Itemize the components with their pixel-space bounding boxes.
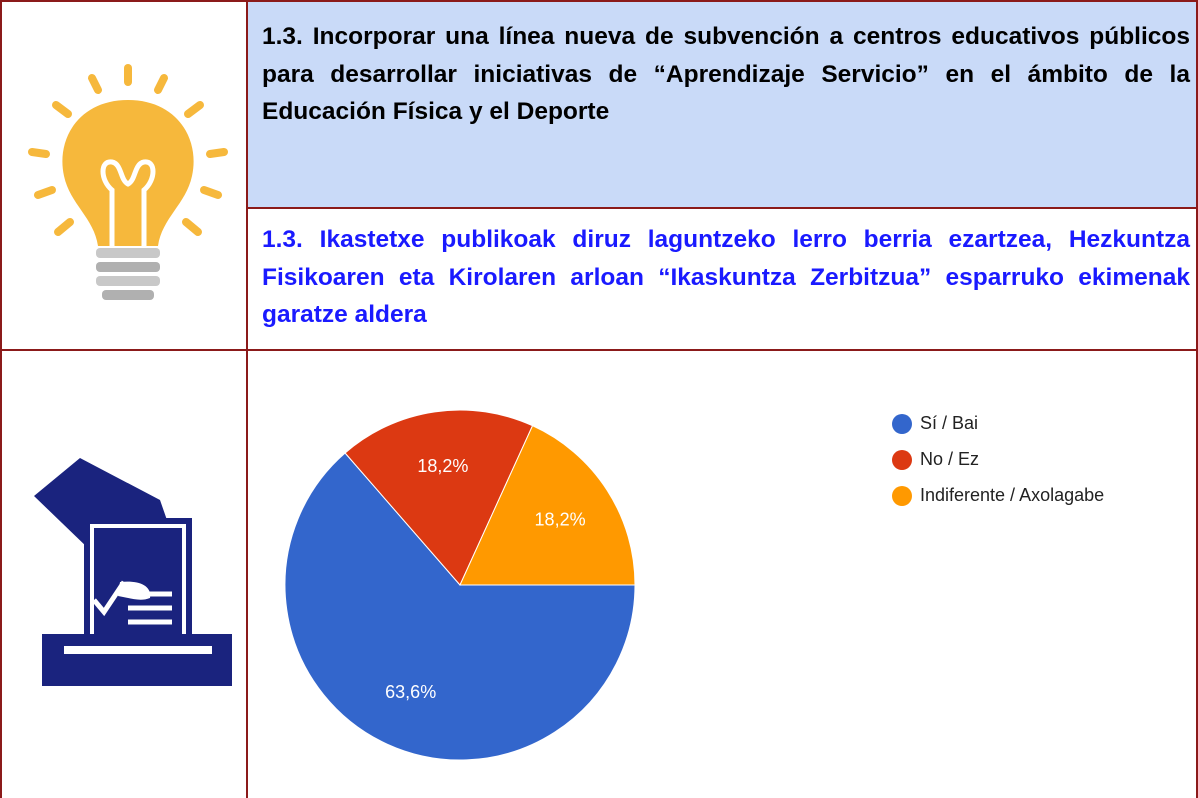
slice-label: 18,2%	[417, 456, 468, 476]
legend-label: Sí / Bai	[920, 413, 978, 433]
pie-slice	[459, 425, 636, 586]
pie-slice	[344, 409, 534, 586]
legend-marker	[892, 450, 912, 470]
row-divider	[0, 349, 1198, 351]
title-es: 1.3. Incorporar una línea nueva de subve…	[262, 23, 1190, 125]
column-divider	[246, 0, 248, 798]
legend-marker	[892, 486, 912, 506]
legend-label: Indiferente / Axolagabe	[920, 485, 1104, 505]
lightbulb-icon	[28, 64, 228, 300]
title-eu: 1.3. Ikastetxe publikoak diruz laguntzek…	[262, 226, 1190, 328]
slice-label: 18,2%	[535, 509, 586, 529]
legend-label: No / Ez	[920, 449, 979, 469]
pie-slice	[284, 452, 636, 761]
ballot-icon	[34, 458, 232, 686]
row-divider	[247, 207, 1198, 209]
slice-label: 63,6%	[385, 682, 436, 702]
legend-marker	[892, 414, 912, 434]
title-row-bg	[247, 0, 1198, 208]
pie-chart: 63,6% 18,2% 18,2% Sí / Bai No / Ez Indiferent…	[284, 409, 1104, 761]
